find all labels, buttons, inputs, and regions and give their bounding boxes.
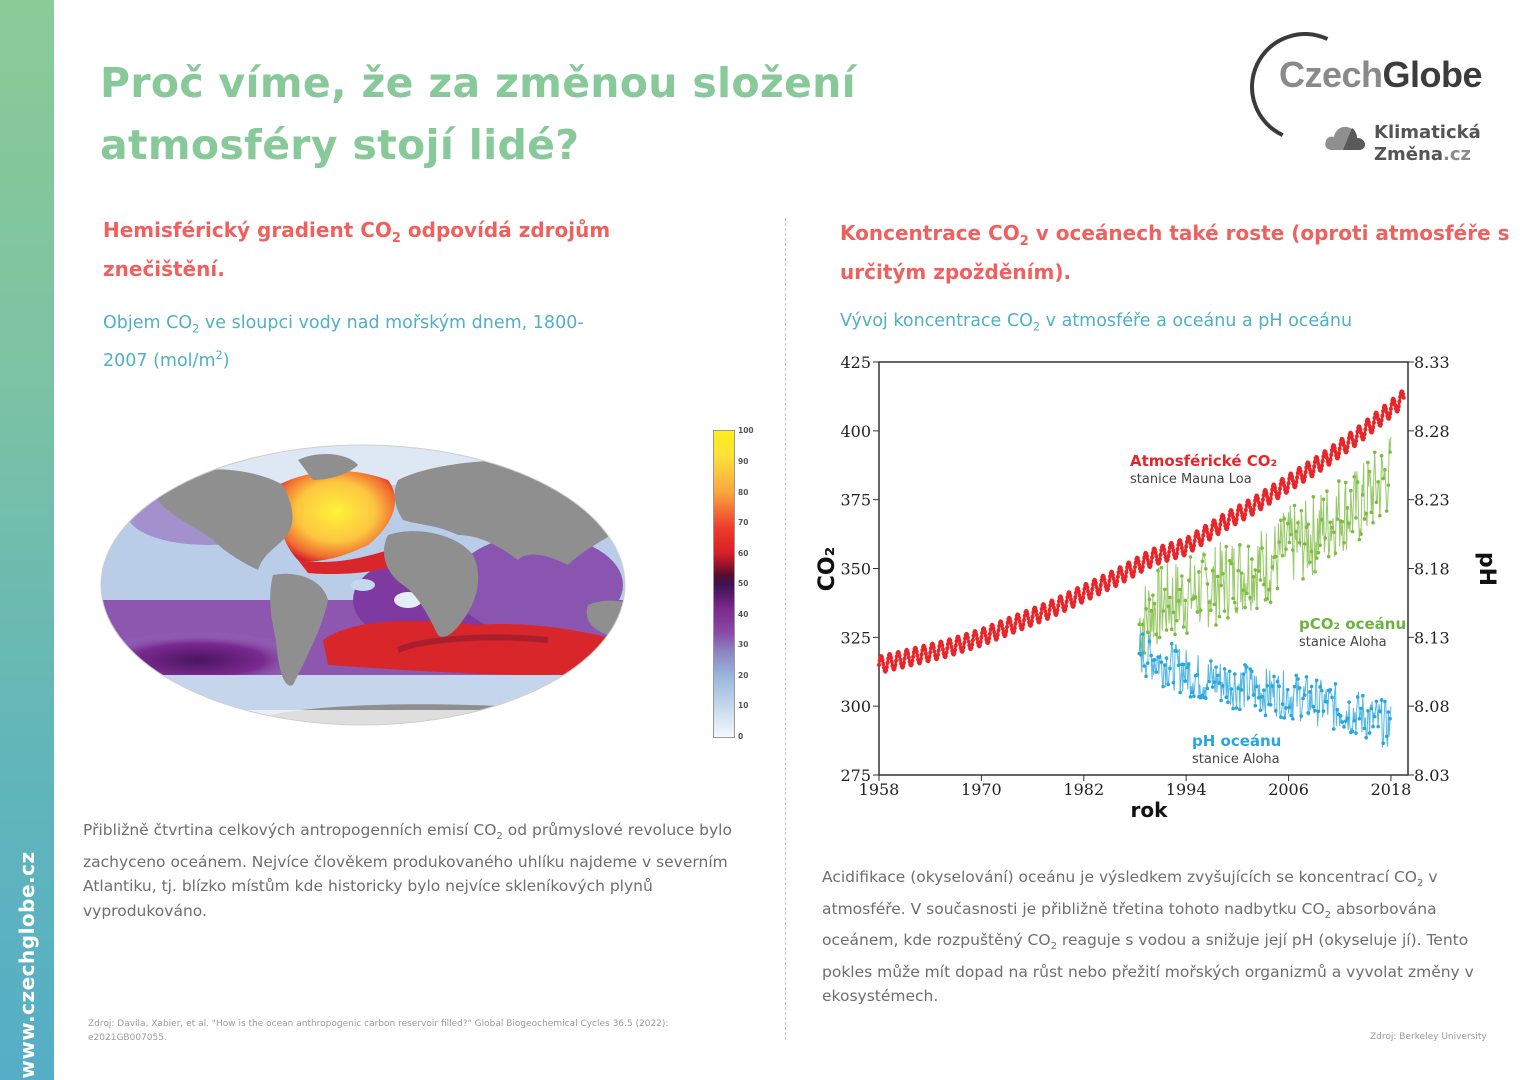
series-1 (1137, 437, 1392, 656)
ocean-carbon-map (98, 425, 758, 745)
title-line-1: Proč víme, že za změnou složení (100, 59, 856, 107)
colorbar-ticks: 100 90 80 70 60 50 40 30 20 10 0 (738, 426, 754, 741)
svg-text:pH oceánu: pH oceánu (1192, 732, 1281, 750)
x-axis: 1958 1970 1982 1994 2006 2018 (859, 775, 1412, 799)
page-title: Proč víme, že za změnou složení atmosfér… (100, 52, 860, 176)
title-line-2: atmosféry stojí lidé? (100, 121, 580, 169)
x-axis-label: rok (1131, 798, 1169, 822)
map-colorbar (713, 430, 735, 738)
column-divider (785, 218, 786, 1040)
right-source: Zdroj: Berkeley University (1370, 1032, 1487, 1042)
y-axis-left: 425 400 375 350 325 300 275 (840, 353, 879, 785)
svg-text:8.08: 8.08 (1414, 697, 1450, 716)
y-axis-label: CO₂ (815, 547, 840, 591)
left-body-text: Přibližně čtvrtina celkových antropogenn… (83, 821, 732, 920)
svg-text:Atmosférické CO₂: Atmosférické CO₂ (1130, 452, 1277, 470)
left-heading: Hemisférický gradient CO2 odpovídá zdroj… (103, 218, 611, 281)
svg-text:8.18: 8.18 (1414, 560, 1450, 579)
svg-text:8.03: 8.03 (1414, 766, 1450, 785)
series-0 (877, 389, 1406, 674)
co2-ph-chart: 425 400 375 350 325 300 275 8.33 8.28 8.23 8.18 8.… (812, 345, 1502, 830)
svg-text:400: 400 (840, 422, 871, 441)
svg-text:300: 300 (840, 697, 871, 716)
svg-text:1994: 1994 (1166, 780, 1207, 799)
annotation-ph: pH oceánu stanice Aloha (1192, 732, 1281, 767)
annotation-pco2: pCO₂ oceánu stanice Aloha (1299, 615, 1406, 650)
svg-text:350: 350 (840, 560, 871, 579)
svg-text:stanice Aloha: stanice Aloha (1299, 635, 1387, 650)
svg-text:8.13: 8.13 (1414, 628, 1450, 647)
website-url[interactable]: www.czechglobe.cz (15, 851, 39, 1079)
svg-text:375: 375 (840, 491, 871, 510)
annotation-atmospheric: Atmosférické CO₂ stanice Mauna Loa (1130, 452, 1277, 487)
svg-text:1970: 1970 (961, 780, 1002, 799)
y-axis-right-label: pH (1474, 552, 1499, 586)
logo-block: CzechGlobe Klimatická Změna.cz (1234, 16, 1510, 178)
right-subtitle: Vývoj koncentrace CO2 v atmosféře a oceá… (840, 311, 1353, 334)
right-body-text: Acidifikace (okyselování) oceánu je výsl… (822, 868, 1474, 1006)
svg-text:2006: 2006 (1268, 780, 1309, 799)
svg-text:stanice Aloha: stanice Aloha (1192, 752, 1280, 767)
series-2 (1137, 632, 1392, 748)
world-map-image (100, 444, 626, 726)
svg-text:8.23: 8.23 (1414, 491, 1450, 510)
left-source: Zdroj: Davila, Xabier, et al. "How is th… (88, 1019, 669, 1043)
svg-text:8.28: 8.28 (1414, 422, 1450, 441)
right-heading: Koncentrace CO2 v oceánech také roste (o… (840, 221, 1510, 284)
cloud-icon (1325, 126, 1365, 150)
svg-text:pCO₂ oceánu: pCO₂ oceánu (1299, 615, 1406, 633)
svg-text:1982: 1982 (1063, 780, 1104, 799)
y-axis-right: 8.33 8.28 8.23 8.18 8.13 8.08 8.03 (1408, 353, 1450, 785)
left-subtitle: Objem CO2 ve sloupci vody nad mořským dn… (103, 313, 584, 371)
svg-text:8.33: 8.33 (1414, 353, 1450, 372)
side-bar: www.czechglobe.cz (0, 0, 54, 1080)
svg-text:2018: 2018 (1371, 780, 1412, 799)
svg-text:1958: 1958 (859, 780, 900, 799)
svg-text:425: 425 (840, 353, 871, 372)
klimaticka-zmena-logo: Klimatická Změna.cz (1374, 122, 1481, 165)
czechglobe-logo: CzechGlobe (1279, 54, 1483, 95)
svg-text:stanice Mauna Loa: stanice Mauna Loa (1130, 472, 1252, 487)
svg-text:325: 325 (840, 628, 871, 647)
svg-text:275: 275 (840, 766, 871, 785)
